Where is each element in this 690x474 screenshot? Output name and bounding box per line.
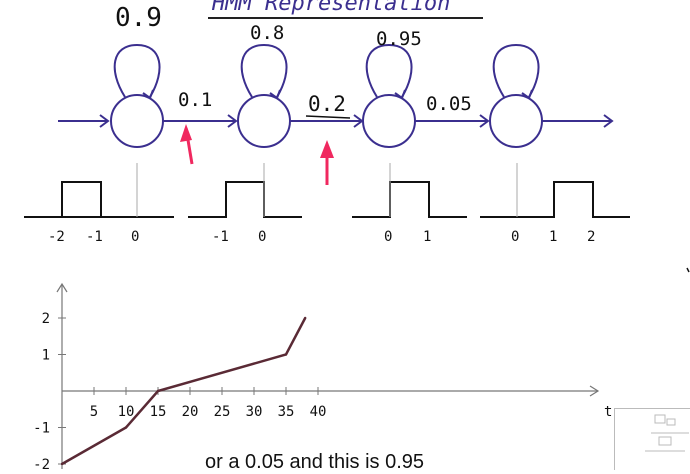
pulse-panel-2 xyxy=(188,163,302,218)
series-vertex xyxy=(284,353,288,356)
thumbnail-preview xyxy=(614,408,690,470)
transition-prob-2: 0.2 xyxy=(308,92,346,116)
self-loop-prob-3: 0.95 xyxy=(376,28,422,50)
pulse-panel-1 xyxy=(24,163,174,218)
pulse-tick-3-b: 1 xyxy=(423,229,431,245)
transition-prob-1: 0.1 xyxy=(178,89,212,111)
y-tick-label: -1 xyxy=(33,421,50,437)
slide-title: HMM Representation xyxy=(211,0,450,16)
hmm-state-1 xyxy=(110,43,164,148)
transition-arrowhead-1 xyxy=(227,114,238,128)
pulse-panel-4 xyxy=(480,163,630,218)
series-vertex xyxy=(304,316,307,320)
annotation-arrow-1 xyxy=(180,124,194,165)
line-chart: t 5 10 15 20 25 30 35 40 2 1 -1 -2 xyxy=(33,282,612,469)
transition-prob-3: 0.05 xyxy=(426,93,472,115)
pulse-tick-2-b: 0 xyxy=(258,229,266,245)
hmm-state-2 xyxy=(237,43,291,148)
x-tick-label: 5 xyxy=(90,404,98,420)
entry-arrowhead xyxy=(99,114,110,128)
transition-arrowhead-3 xyxy=(479,114,490,128)
x-tick-label: 10 xyxy=(118,404,135,420)
y-axis-arrowhead xyxy=(56,282,68,293)
x-axis-arrowhead xyxy=(589,385,600,397)
pulse-tick-1-c: 0 xyxy=(131,229,139,245)
pulse-panel-3 xyxy=(352,163,467,218)
transition-prob-2-underline xyxy=(305,115,351,119)
x-tick-label: 20 xyxy=(182,404,199,420)
x-tick-label: 25 xyxy=(214,404,231,420)
x-axis-label: t xyxy=(604,404,612,420)
pulse-tick-4-c: 2 xyxy=(587,229,595,245)
series-vertex xyxy=(124,426,128,429)
pulse-tick-1-a: -2 xyxy=(48,229,65,245)
exit-arrowhead xyxy=(603,114,614,128)
pulse-tick-1-b: -1 xyxy=(86,229,103,245)
pulse-tick-4-b: 1 xyxy=(549,229,557,245)
self-loop-prob-2: 0.8 xyxy=(250,22,284,44)
pulse-tick-3-a: 0 xyxy=(384,229,392,245)
video-caption: or a 0.05 and this is 0.95 xyxy=(205,451,425,473)
edge-mark xyxy=(686,267,690,273)
y-tick-label: 1 xyxy=(42,348,50,364)
hmm-state-4 xyxy=(489,43,543,148)
series-vertex xyxy=(156,389,160,393)
pulse-tick-2-a: -1 xyxy=(212,229,229,245)
x-tick-label: 35 xyxy=(278,404,295,420)
self-loop-prob-1: 0.9 xyxy=(115,3,162,33)
y-tick-label: 2 xyxy=(42,311,50,327)
x-tick-label: 30 xyxy=(246,404,263,420)
x-tick-label: 15 xyxy=(150,404,167,420)
pulse-tick-4-a: 0 xyxy=(511,229,519,245)
y-tick-label: -2 xyxy=(33,457,50,469)
series-vertex xyxy=(60,462,64,466)
annotation-arrow-2 xyxy=(320,140,334,185)
x-tick-label: 40 xyxy=(310,404,327,420)
hmm-state-3 xyxy=(362,43,416,148)
